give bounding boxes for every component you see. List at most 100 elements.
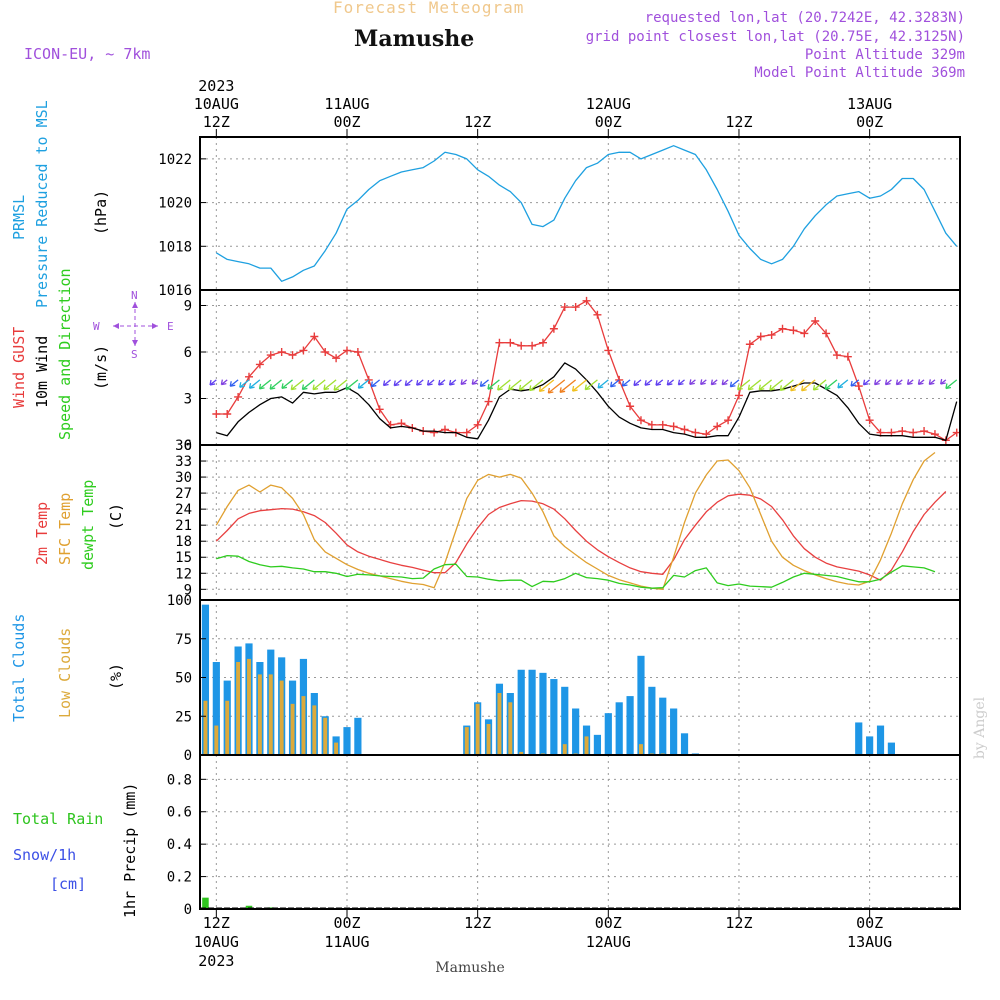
wind-direction-arrow <box>239 379 250 388</box>
total-cloud-label: Total Clouds <box>10 614 28 722</box>
wind-direction-arrowhead <box>448 379 455 386</box>
wind-direction-arrowhead <box>769 384 776 391</box>
temp-frame <box>199 444 961 601</box>
wind-direction-arrowhead <box>884 379 891 386</box>
wind-unit: (m/s) <box>92 345 110 390</box>
y-tick-label: 3 <box>184 392 192 408</box>
wind-direction-arrowhead <box>269 383 276 390</box>
pressure-frame <box>199 136 961 291</box>
wind-direction-arrowhead <box>497 384 503 391</box>
wind-gust-point <box>909 428 918 437</box>
product-title: Forecast Meteogram <box>333 0 525 17</box>
y-tick-label: 25 <box>175 709 192 725</box>
wind-direction-arrow <box>345 379 359 390</box>
low-cloud-bar <box>464 727 469 755</box>
low-cloud-bar <box>334 742 339 755</box>
wind-direction-arrow <box>529 379 544 392</box>
y-tick-label: 33 <box>175 454 192 470</box>
rain-bar <box>202 897 209 909</box>
wind-gust-point <box>636 416 645 425</box>
wind-direction-arrow <box>358 379 370 389</box>
temp-dew-line <box>216 554 936 589</box>
wind-direction-arrowhead <box>229 381 236 387</box>
precip-axis-label: 1hr Precip (mm) <box>121 783 139 918</box>
wind-direction-arrowhead <box>597 382 604 389</box>
low-cloud-bar <box>247 658 251 755</box>
time-label-bottom: 00Z <box>595 914 622 932</box>
wind-gust-point <box>321 348 330 356</box>
wind-direction-arrowhead <box>426 379 433 386</box>
wind-direction-arrow <box>747 379 762 391</box>
total-cloud-bar <box>604 713 612 755</box>
wind-direction-arrowhead <box>940 378 946 385</box>
wind-direction-arrowhead <box>538 386 545 393</box>
time-label-top: 12Z <box>203 113 230 131</box>
y-tick-label: 50 <box>175 671 192 687</box>
wind-direction-arrowhead <box>917 379 924 386</box>
wind-direction-arrow <box>584 379 598 391</box>
compass-s: S <box>131 348 138 361</box>
wind-gust-point <box>528 341 537 350</box>
tick-labels: 1016101810201022036991215182124273033360… <box>158 77 892 970</box>
wind-gust-point <box>560 303 569 312</box>
wind-direction-arrowhead <box>471 379 478 385</box>
wind-direction-arrow <box>572 379 587 392</box>
low-cloud-bar <box>214 725 219 755</box>
y-tick-label: 6 <box>184 345 192 361</box>
low-cloud-bar <box>301 696 306 755</box>
wind-direction-arrow <box>633 379 642 386</box>
wind-gust-point <box>255 360 264 369</box>
wind-gust-point <box>484 397 493 406</box>
wind-gust-point <box>789 326 798 335</box>
total-cloud-bar <box>572 708 580 755</box>
wind-direction-arrow <box>801 379 816 392</box>
y-tick-label: 0.2 <box>167 870 192 886</box>
wind-gust-point <box>778 324 787 333</box>
wind-direction-arrow <box>813 379 827 391</box>
model-label: ICON-EU, ~ 7km <box>24 45 151 63</box>
wind-direction-arrowhead <box>258 383 265 390</box>
date-label-top: 12AUG <box>586 95 631 113</box>
wind-gust-point <box>800 329 809 338</box>
compass-w: W <box>93 320 100 333</box>
wind-direction-arrowhead <box>518 384 525 391</box>
rain-bar <box>245 905 253 909</box>
wind-direction-arrowhead <box>220 379 227 386</box>
wind-gust-point <box>647 420 656 429</box>
wind-direction-arrow <box>249 379 261 389</box>
total-cloud-bar <box>528 669 536 755</box>
wind-direction-arrowhead <box>874 379 880 386</box>
date-label-bottom: 12AUG <box>586 933 631 951</box>
wind-direction-arrowhead <box>862 379 869 386</box>
wind-gust-point <box>898 427 907 436</box>
wind-gust-point <box>626 402 635 411</box>
wind-gust-point <box>506 338 515 347</box>
wind-gust-point <box>680 425 689 434</box>
wind-gust-point <box>549 324 558 333</box>
wind-gust-point <box>342 346 351 355</box>
total-cloud-bar <box>615 702 623 755</box>
wind-gust-point <box>865 416 874 425</box>
date-label-top: 10AUG <box>194 95 239 113</box>
date-label-bottom: 13AUG <box>847 933 892 951</box>
total-cloud-bar <box>887 742 895 755</box>
wind-direction-arrowhead <box>487 383 494 390</box>
low-cloud-bar <box>236 662 241 755</box>
wind-direction-arrow <box>393 379 402 387</box>
wind-direction-arrowhead <box>621 380 628 387</box>
y-tick-label: 0.6 <box>167 805 192 821</box>
low-cloud-bar <box>508 702 513 755</box>
wind-gust-point <box>832 351 841 360</box>
date-label-bottom: 10AUG <box>194 933 239 951</box>
wind-gust-point <box>299 346 308 355</box>
wind-direction-arrowhead <box>945 383 952 390</box>
wind-direction-arrowhead <box>801 385 807 392</box>
total-cloud-bar <box>593 734 602 755</box>
wind-direction-arrowhead <box>209 379 216 386</box>
time-label-bottom: 00Z <box>333 914 360 932</box>
requested-coords: requested lon,lat (20.7242E, 42.3283N) <box>644 10 965 26</box>
footer-station: Mamushe <box>435 960 504 976</box>
wind-gust-point <box>593 310 602 319</box>
wind-direction-arrowhead <box>239 382 245 388</box>
wind-direction-arrow <box>779 379 794 391</box>
